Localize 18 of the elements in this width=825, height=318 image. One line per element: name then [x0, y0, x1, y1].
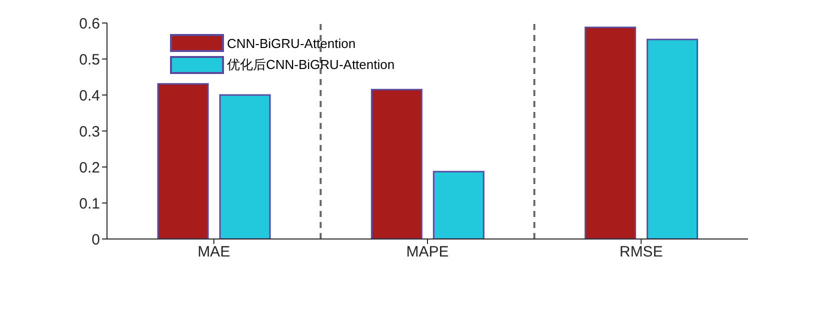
x-tick-label: RMSE [619, 244, 663, 261]
y-tick-label: 0 [92, 231, 100, 248]
bar [157, 83, 209, 239]
y-tick-label: 0.2 [79, 159, 100, 176]
y-tick-label: 0.1 [79, 195, 100, 212]
y-tick-label: 0.5 [79, 51, 100, 68]
x-tick-label: MAPE [406, 244, 449, 261]
y-tick-label: 0.3 [79, 123, 100, 140]
bar [646, 38, 698, 239]
legend-label: CNN-BiGRU-Attention [227, 36, 356, 50]
y-tick-label: 0.4 [79, 87, 100, 104]
bar [584, 26, 636, 239]
legend-label: 优化后CNN-BiGRU-Attention [227, 56, 395, 74]
bar [370, 88, 422, 239]
bar [432, 170, 484, 239]
y-tick-label: 0.6 [79, 15, 100, 32]
bar [219, 94, 271, 239]
x-tick-label: MAE [198, 244, 230, 261]
